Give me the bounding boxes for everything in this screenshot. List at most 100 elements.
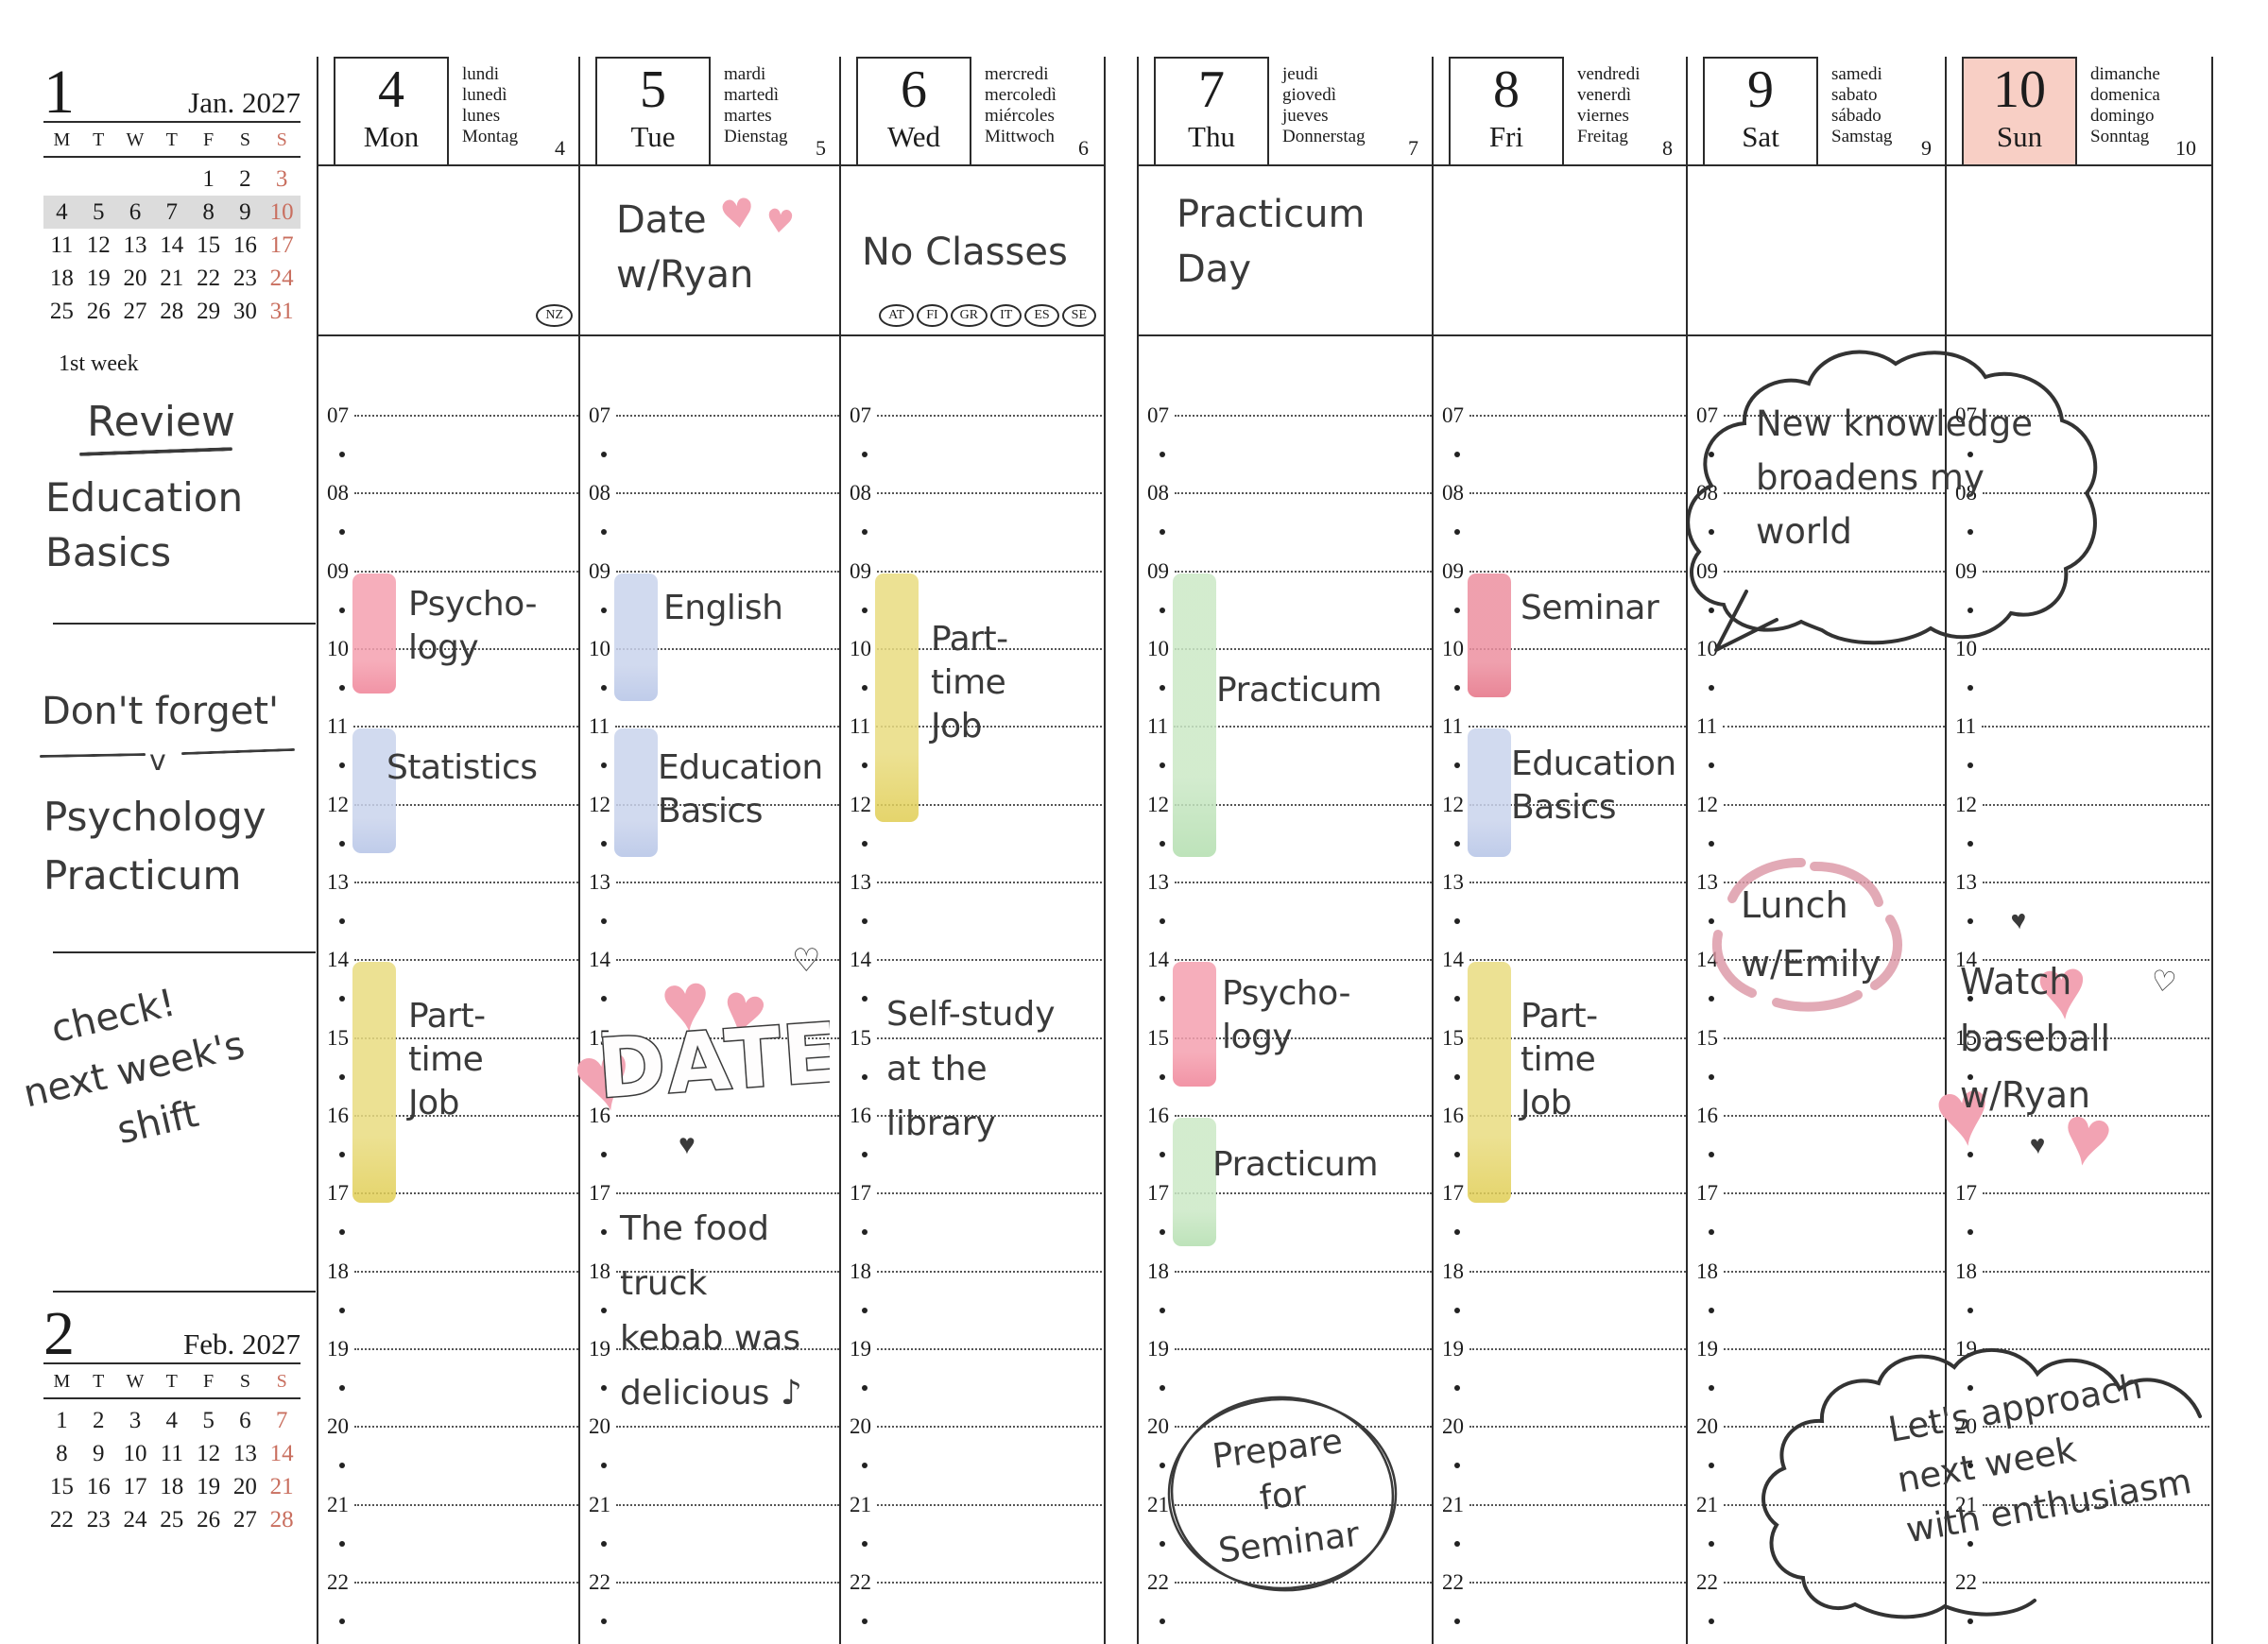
half-hour-dot: [1454, 1073, 1460, 1080]
hour-dotted-line: [1469, 1192, 1686, 1195]
hour-row: 14: [1434, 948, 1686, 972]
day-name-lang: mardi: [724, 64, 766, 84]
hour-dotted-line: [877, 492, 1102, 495]
hour-label: 08: [1955, 481, 1977, 505]
hour-label: 13: [1442, 869, 1464, 894]
day-note-line: w/Ryan: [616, 253, 754, 297]
heart-icon: ♥: [2028, 1130, 2047, 1161]
hour-row: 18: [1947, 1259, 2209, 1284]
half-hour-dot: [1160, 762, 1165, 769]
hour-row: 13: [1434, 870, 1686, 895]
hour-row: 07: [1688, 403, 1945, 428]
calendar-day: 18: [49, 265, 74, 292]
event-label: Prepare for Seminar: [1210, 1422, 1362, 1571]
day-column-mon: 4 Mon lundi lunedì lunes Montag 4 NZ 07 08 09 10 11 1…: [317, 57, 580, 1644]
speech-cloud-bottom: Let's approach next week with enthusiasm: [1756, 1327, 2247, 1629]
half-hour-dot: [601, 762, 607, 769]
circle-outline-icon: [1161, 1392, 1405, 1598]
hour-label: 11: [1442, 714, 1464, 739]
event-label: English: [663, 589, 783, 628]
half-hour-dot: [1454, 1540, 1460, 1547]
hour-label: 11: [589, 714, 610, 739]
day-note-line: Day: [1177, 248, 1251, 291]
half-hour-dot: [1709, 840, 1714, 847]
calendar-day: 25: [160, 1507, 184, 1533]
day-name-lang: jueves: [1282, 106, 1329, 126]
day-name-lang: lunes: [462, 106, 501, 126]
hour-dotted-line: [1175, 1270, 1432, 1273]
day-header-box: 5 Tue: [595, 57, 711, 166]
half-hour-dot: [862, 1152, 868, 1158]
half-hour-dot: [862, 607, 868, 613]
hour-label: 07: [850, 403, 871, 427]
hour-label: 10: [1442, 636, 1464, 660]
hour-label: 10: [850, 636, 871, 660]
hour-dotted-line: [616, 1114, 839, 1117]
half-hour-dot: [862, 840, 868, 847]
hour-row: 10: [1688, 637, 1945, 661]
hour-row: 21: [1688, 1493, 1945, 1517]
hour-row: 10: [1434, 637, 1686, 661]
day-name-lang: sábado: [1831, 106, 1881, 126]
hour-dotted-line: [877, 647, 1102, 650]
half-hour-dot: [862, 1073, 868, 1080]
weekday-header: F: [190, 1364, 227, 1400]
hour-dotted-line: [1175, 1036, 1432, 1039]
hour-dotted-line: [876, 726, 1102, 728]
hour-row: 21: [1947, 1493, 2209, 1517]
hour-dotted-line: [616, 1581, 839, 1584]
hour-dotted-line: [1983, 647, 2209, 650]
hour-dotted-line: [616, 1192, 839, 1195]
calendar-day: 21: [269, 1474, 294, 1500]
day-note-area: NZ: [318, 166, 580, 336]
half-hour-dot: [601, 996, 607, 1002]
half-hour-dot: [1454, 452, 1460, 458]
calendar-day: 5: [202, 1408, 215, 1434]
calendar-day: 3: [129, 1408, 142, 1434]
half-hour-dot: [1967, 1073, 1973, 1080]
day-names-multilingual: jeudi giovedì jueves Donnerstag: [1282, 64, 1366, 147]
hour-label: 15: [1955, 1025, 1977, 1050]
half-hour-dot: [1454, 1229, 1460, 1236]
hour-label: 21: [589, 1492, 610, 1516]
half-hour-dot: [1160, 1385, 1165, 1392]
hour-dotted-line: [1983, 1581, 2209, 1584]
hour-row: 20: [318, 1414, 578, 1439]
calendar-day: 9: [92, 1441, 105, 1467]
hour-row: 21: [318, 1493, 578, 1517]
hour-label: 16: [327, 1103, 349, 1127]
hour-row: 12: [1947, 793, 2209, 817]
speech-cloud-top: New knowledge broadens my world: [1688, 338, 2115, 659]
day-name-lang: lundi: [462, 64, 500, 84]
calendar-day: 27: [232, 1507, 257, 1533]
hour-dotted-line: [1983, 492, 2209, 495]
hour-row: 09: [318, 559, 578, 584]
calendar-day: [117, 163, 154, 196]
day-corner-number: 6: [1078, 136, 1089, 160]
hour-row: 15: [1947, 1026, 2209, 1051]
calendar-day: 1: [56, 1408, 68, 1434]
half-hour-dot: [601, 607, 607, 613]
hour-label: 15: [1442, 1025, 1464, 1050]
hour-dotted-line: [1724, 1270, 1945, 1273]
half-hour-dot: [339, 918, 345, 925]
day-note-line: Practicum: [1177, 193, 1366, 236]
mini-calendar-february: 2 Feb. 2027 M T W T F S S 1 2 3 4 5 6 7 8 9 10 11 12 13 14 15 16…: [43, 1302, 301, 1536]
hour-dotted-line: [1983, 1503, 2209, 1506]
hour-label: 12: [1442, 792, 1464, 816]
hour-dotted-line: [354, 1192, 578, 1195]
calendar-day: 4: [165, 1408, 179, 1434]
half-hour-dot: [1160, 996, 1165, 1002]
hour-dotted-line: [1469, 1347, 1686, 1350]
hour-dotted-line: [354, 1581, 578, 1584]
day-header-box: 7 Thu: [1154, 57, 1269, 166]
half-hour-dot: [1160, 607, 1165, 613]
hour-dotted-line: [1174, 726, 1432, 728]
cloud-outline-icon: [1688, 350, 2098, 652]
heart-outline-icon: ♡: [2148, 965, 2179, 1000]
hour-row: 07: [841, 403, 1102, 428]
hour-row: 16: [1139, 1104, 1432, 1128]
hour-row: 09: [1139, 559, 1432, 584]
half-hour-dot: [1967, 762, 1973, 769]
hour-row: 22: [1688, 1570, 1945, 1595]
